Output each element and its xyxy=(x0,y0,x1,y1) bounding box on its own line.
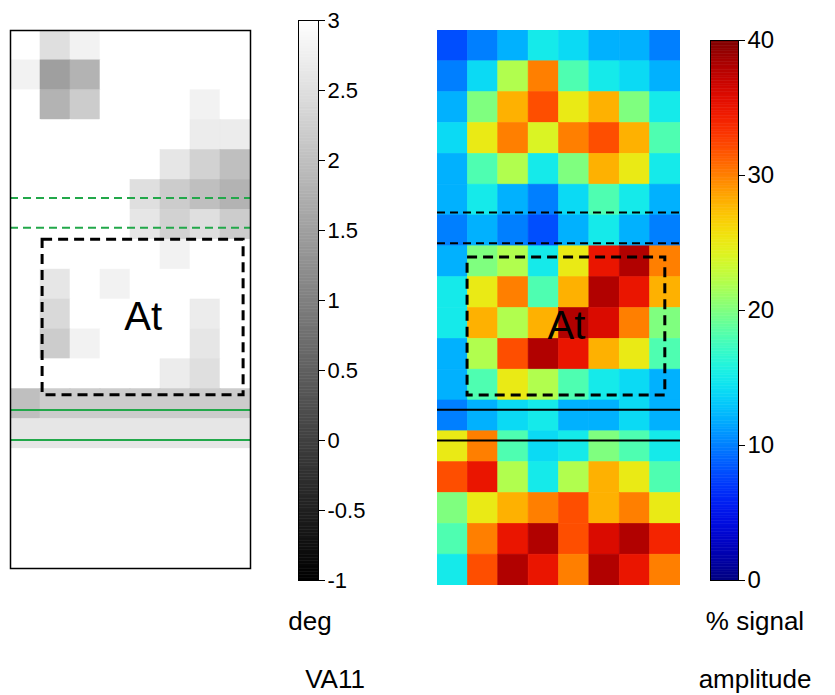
html-text:% signal: % signal xyxy=(705,606,805,636)
svg-text:30: 30 xyxy=(748,161,775,188)
svg-text:40: 40 xyxy=(748,26,775,53)
svg-text:1.5: 1.5 xyxy=(328,218,359,243)
svg-text:10: 10 xyxy=(748,431,775,458)
html-text:deg: deg xyxy=(288,606,332,636)
svg-text:2.5: 2.5 xyxy=(328,78,359,103)
svg-text:20: 20 xyxy=(748,296,775,323)
html-text:VA11: VA11 xyxy=(305,664,365,694)
svg-text:0: 0 xyxy=(328,428,340,453)
svg-text:0: 0 xyxy=(748,566,761,593)
html-text:amplitude: amplitude xyxy=(698,664,812,694)
svg-text:-0.5: -0.5 xyxy=(328,498,366,523)
svg-text:1: 1 xyxy=(328,288,340,313)
svg-text:3: 3 xyxy=(328,8,340,33)
svg-text:-1: -1 xyxy=(328,568,348,593)
svg-text:At: At xyxy=(548,303,586,347)
svg-text:2: 2 xyxy=(328,148,340,173)
svg-text:0.5: 0.5 xyxy=(328,358,359,383)
svg-text:At: At xyxy=(124,294,162,338)
